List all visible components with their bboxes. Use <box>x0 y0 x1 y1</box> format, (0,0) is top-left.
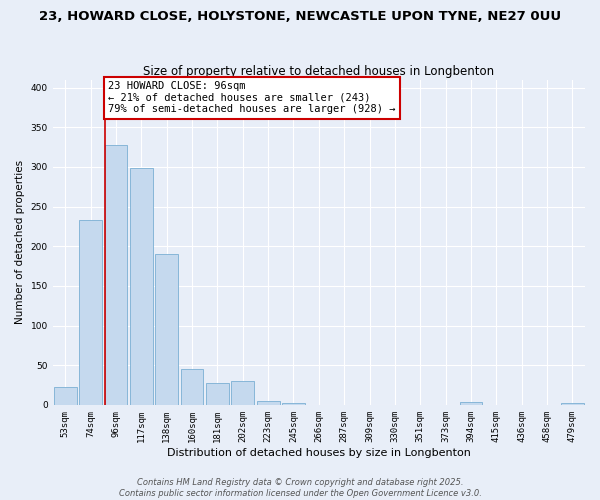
Bar <box>130 168 153 405</box>
Bar <box>460 402 482 405</box>
Text: Contains HM Land Registry data © Crown copyright and database right 2025.
Contai: Contains HM Land Registry data © Crown c… <box>119 478 481 498</box>
Bar <box>54 386 77 405</box>
Y-axis label: Number of detached properties: Number of detached properties <box>15 160 25 324</box>
X-axis label: Distribution of detached houses by size in Longbenton: Distribution of detached houses by size … <box>167 448 471 458</box>
Title: Size of property relative to detached houses in Longbenton: Size of property relative to detached ho… <box>143 66 494 78</box>
Bar <box>232 381 254 405</box>
Bar <box>282 403 305 405</box>
Text: 23, HOWARD CLOSE, HOLYSTONE, NEWCASTLE UPON TYNE, NE27 0UU: 23, HOWARD CLOSE, HOLYSTONE, NEWCASTLE U… <box>39 10 561 23</box>
Bar <box>181 369 203 405</box>
Bar <box>104 144 127 405</box>
Bar <box>155 254 178 405</box>
Bar <box>561 403 584 405</box>
Bar <box>257 401 280 405</box>
Text: 23 HOWARD CLOSE: 96sqm
← 21% of detached houses are smaller (243)
79% of semi-de: 23 HOWARD CLOSE: 96sqm ← 21% of detached… <box>109 82 396 114</box>
Bar <box>206 382 229 405</box>
Bar <box>79 220 102 405</box>
